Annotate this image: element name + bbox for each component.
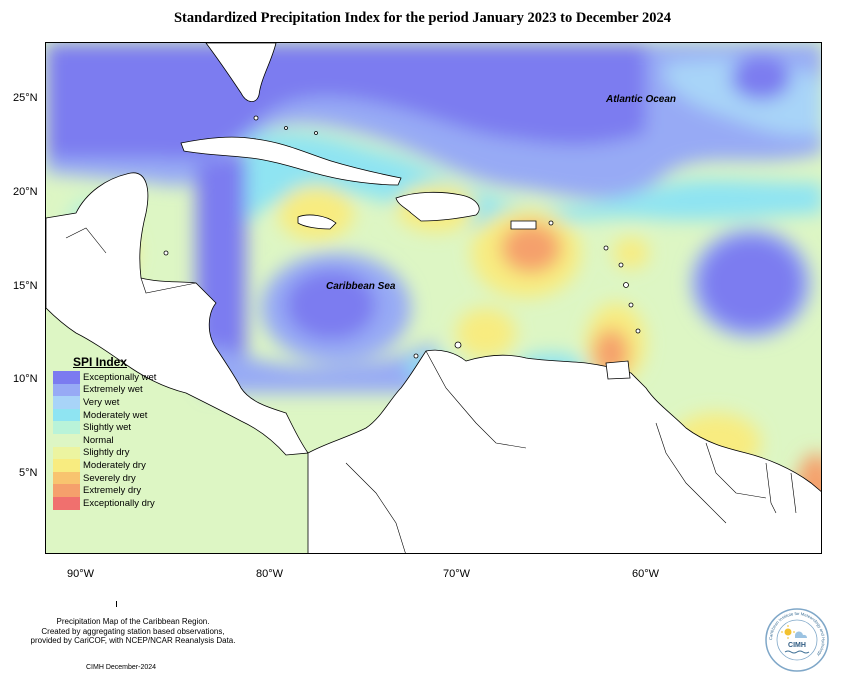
atlantic-ocean-label: Atlantic Ocean (606, 94, 677, 105)
lat-tick-5: 5°N (19, 467, 38, 479)
legend-item: Extremely wet (53, 383, 203, 397)
country-borders (65, 227, 797, 553)
legend-item: Severely dry (53, 471, 203, 485)
legend-item: Moderately wet (53, 408, 203, 422)
legend-rows: Exceptionally wet Extremely wet Very wet Mo… (53, 371, 203, 510)
land-masses (46, 43, 821, 553)
legend-item: Slightly dry (53, 446, 203, 460)
legend-item: Slightly wet (53, 421, 203, 434)
legend-swatch (53, 383, 80, 397)
lon-tick-90: 90°W (67, 568, 95, 580)
legend-title: SPI Index (73, 355, 128, 369)
spi-field (46, 43, 821, 551)
legend-item: Very wet (53, 396, 203, 409)
legend-swatch (53, 496, 80, 510)
legend-label: Exceptionally wet (83, 371, 157, 383)
lat-tick-20: 20°N (13, 186, 38, 198)
legend-label: Slightly dry (83, 447, 130, 459)
legend-swatch (53, 471, 80, 485)
spi-legend: SPI Index Exceptionally wet Extremely wet… (53, 355, 203, 510)
lat-tick-15: 15°N (13, 280, 38, 292)
lon-tick-80: 80°W (256, 568, 284, 580)
legend-swatch (53, 484, 80, 497)
spi-map: Atlantic Ocean Caribbean Sea (45, 42, 822, 554)
legend-item: Exceptionally dry (53, 496, 203, 510)
lon-tick-70: 70°W (443, 568, 471, 580)
caribbean-sea-label: Caribbean Sea (326, 281, 396, 292)
legend-swatch (53, 459, 80, 472)
cloud-icon (794, 631, 808, 638)
lon-tick-60: 60°W (632, 568, 660, 580)
legend-swatch (53, 408, 80, 422)
lat-tick-10: 10°N (13, 373, 38, 385)
legend-label: Severely dry (83, 472, 136, 484)
legend-label: Moderately wet (83, 409, 148, 421)
footer-date: CIMH December-2024 (86, 664, 157, 671)
footer-line-3: provided by CariCOF, with NCEP/NCAR Rean… (30, 636, 236, 645)
legend-label: Very wet (83, 396, 120, 408)
legend-label: Extremely dry (83, 485, 142, 497)
legend-label: Moderately dry (83, 459, 146, 471)
legend-item: Moderately dry (53, 459, 203, 472)
footer-line-2: Created by aggregating station based obs… (41, 626, 225, 636)
legend-swatch (53, 433, 80, 447)
legend-item: Normal (53, 433, 203, 447)
sun-icon (781, 625, 795, 639)
cimh-logo: Caribbean Institute for Meteorology and … (765, 608, 829, 672)
legend-item: Extremely dry (53, 484, 203, 497)
footer-note: Precipitation Map of the Caribbean Regio… (18, 617, 248, 646)
legend-label: Slightly wet (83, 422, 132, 434)
legend-swatch (53, 396, 80, 409)
waves-icon (784, 650, 810, 654)
legend-label: Exceptionally dry (83, 497, 155, 509)
legend-swatch (53, 371, 80, 384)
spi-map-canvas (46, 43, 821, 553)
legend-swatch (53, 421, 80, 434)
legend-swatch (53, 446, 80, 460)
logo-text: CIMH (788, 642, 806, 649)
tick-mark (116, 601, 117, 607)
legend-label: Extremely wet (83, 384, 143, 396)
legend-item: Exceptionally wet (53, 371, 203, 384)
lat-tick-25: 25°N (13, 92, 38, 104)
map-title: Standardized Precipitation Index for the… (173, 10, 671, 26)
footer-line-1: Precipitation Map of the Caribbean Regio… (56, 617, 210, 626)
legend-label: Normal (83, 434, 114, 446)
